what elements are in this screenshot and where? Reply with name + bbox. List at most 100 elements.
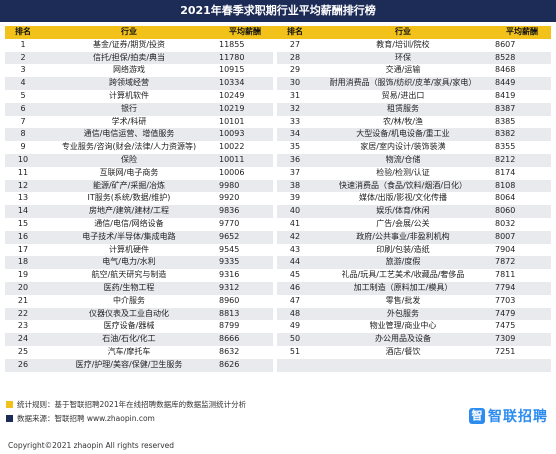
rank-cell: 32 [277, 102, 313, 116]
salary-cell: 11855 [219, 39, 245, 49]
salary-cell: 10334 [217, 77, 273, 90]
rank-cell: 42 [277, 230, 313, 244]
industry-cell: 跨领域经营 [41, 77, 217, 90]
salary-cell: 9770 [219, 218, 240, 228]
salary-cell: 7251 [495, 346, 516, 356]
header-industry: 行业 [41, 26, 217, 39]
table-row: 8 通信/电信运营、增值服务 10093 34 大型设备/机电设备/重工业 8382 [5, 128, 551, 142]
industry-cell: 交通/运输 [385, 65, 421, 75]
salary-cell: 7703 [495, 295, 516, 305]
industry-cell: 通信/电信运营、增值服务 [41, 128, 217, 142]
column-gap [273, 77, 277, 90]
industry-cell: 学术/科研 [111, 116, 147, 126]
industry-cell: 物流/仓储 [313, 153, 493, 167]
table-row: 9 专业服务/咨询(财会/法律/人力资源等) 10022 35 家居/室内设计/装饰装潢… [5, 141, 551, 154]
rank-cell: 20 [5, 281, 41, 295]
column-gap [273, 230, 277, 244]
rank-cell: 49 [289, 321, 301, 331]
table-row: 4 跨领域经营 10334 30 耐用消费品（服饰/纺织/皮革/家具/家电） 8449 [5, 77, 551, 90]
industry-cell: 仪器仪表及工业自动化 [41, 307, 217, 321]
industry-cell: 教育/培训/院校 [376, 39, 430, 49]
industry-cell: 房地产/建筑/建材/工程 [41, 205, 217, 218]
column-gap [273, 358, 277, 372]
column-gap [273, 320, 277, 334]
rank-cell: 5 [20, 90, 26, 100]
table-row: 10 保险 10011 36 物流/仓储 8212 [5, 153, 551, 167]
header-rank: 排名 [277, 26, 313, 39]
industry-cell: 快速消费品（食品/饮料/烟酒/日化） [313, 179, 493, 193]
industry-cell [313, 358, 493, 372]
rank-cell: 19 [17, 270, 29, 280]
rank-cell: 21 [17, 295, 29, 305]
salary-cell: 7872 [493, 256, 551, 270]
salary-cell: 8607 [495, 39, 516, 49]
data-source-note: 数据来源：智联招聘 www.zhaopin.com [6, 413, 155, 424]
salary-cell: 10219 [217, 102, 273, 116]
salary-cell: 7309 [493, 333, 551, 346]
industry-cell: 办公用品及设备 [313, 333, 493, 346]
column-gap [273, 38, 277, 52]
rank-cell: 18 [5, 256, 41, 270]
industry-cell: 旅游/度假 [313, 256, 493, 270]
salary-cell: 8060 [493, 205, 551, 218]
salary-cell: 9316 [219, 270, 240, 280]
rank-cell: 10 [5, 153, 41, 167]
industry-cell: 汽车/摩托车 [107, 346, 151, 356]
table-row: 20 医药/生物工程 9312 46 加工制造（原料加工/模具） 7794 [5, 281, 551, 295]
table-row: 15 通信/电信/网络设备 9770 41 广告/会展/公关 8032 [5, 217, 551, 231]
industry-cell: 信托/担保/拍卖/典当 [41, 51, 217, 65]
table-row: 3 网络游戏 10915 29 交通/运输 8468 [5, 64, 551, 78]
salary-cell: 8382 [493, 128, 551, 142]
salary-cell: 8813 [217, 307, 273, 321]
rank-cell: 45 [289, 270, 301, 280]
data-source-text: 数据来源：智联招聘 www.zhaopin.com [17, 414, 155, 423]
column-gap [273, 205, 277, 218]
rank-cell: 24 [5, 333, 41, 346]
salary-cell: 10915 [219, 65, 245, 75]
page-title: 2021年春季求职期行业平均薪酬排行榜 [0, 0, 556, 22]
salary-cell: 8626 [217, 358, 273, 372]
salary-cell: 9545 [219, 244, 240, 254]
zhaopin-logo-text: 智联招聘 [488, 409, 548, 425]
salary-cell: 8449 [493, 77, 551, 90]
salary-cell: 8666 [217, 333, 273, 346]
rank-cell: 29 [289, 65, 301, 75]
industry-cell: 零售/批发 [385, 295, 421, 305]
column-gap [273, 64, 277, 78]
salary-cell [493, 358, 551, 372]
salary-cell: 7794 [493, 281, 551, 295]
industry-cell: 能源/矿产/采掘/冶炼 [41, 179, 217, 193]
rank-cell: 3 [20, 65, 26, 75]
column-gap [273, 256, 277, 270]
industry-cell: 通信/电信/网络设备 [94, 218, 164, 228]
column-gap [273, 243, 277, 257]
rank-cell: 40 [277, 205, 313, 218]
rank-cell: 51 [289, 346, 301, 356]
salary-cell: 8419 [495, 90, 516, 100]
salary-cell: 9652 [217, 230, 273, 244]
table-row: 22 仪器仪表及工业自动化 8813 48 外包服务 7479 [5, 307, 551, 321]
rank-cell: 2 [5, 51, 41, 65]
column-gap [273, 179, 277, 193]
rank-cell: 35 [289, 142, 301, 152]
salary-cell: 8174 [495, 167, 516, 177]
rank-cell: 46 [277, 281, 313, 295]
ranking-table: 排名 行业 平均薪酬 排名 行业 平均薪酬 1 基金/证券/期货/投资 11855 2… [5, 26, 551, 372]
rank-cell: 1 [20, 39, 26, 49]
industry-cell: 石油/石化/化工 [41, 333, 217, 346]
industry-cell: 租赁服务 [313, 102, 493, 116]
industry-cell: 医疗设备/器械 [103, 321, 155, 331]
table-row: 18 电气/电力/水利 9335 44 旅游/度假 7872 [5, 256, 551, 270]
rank-cell [277, 358, 313, 372]
table-row: 25 汽车/摩托车 8632 51 酒店/餐饮 7251 [5, 345, 551, 359]
rank-cell: 41 [289, 218, 301, 228]
salary-cell: 7904 [495, 244, 516, 254]
salary-cell: 8108 [493, 179, 551, 193]
salary-cell: 10022 [219, 142, 245, 152]
rank-cell: 31 [289, 90, 301, 100]
industry-cell: 网络游戏 [113, 65, 145, 75]
rank-cell: 12 [5, 179, 41, 193]
salary-cell: 9980 [217, 179, 273, 193]
industry-cell: 中介服务 [113, 295, 145, 305]
column-gap [273, 26, 277, 39]
